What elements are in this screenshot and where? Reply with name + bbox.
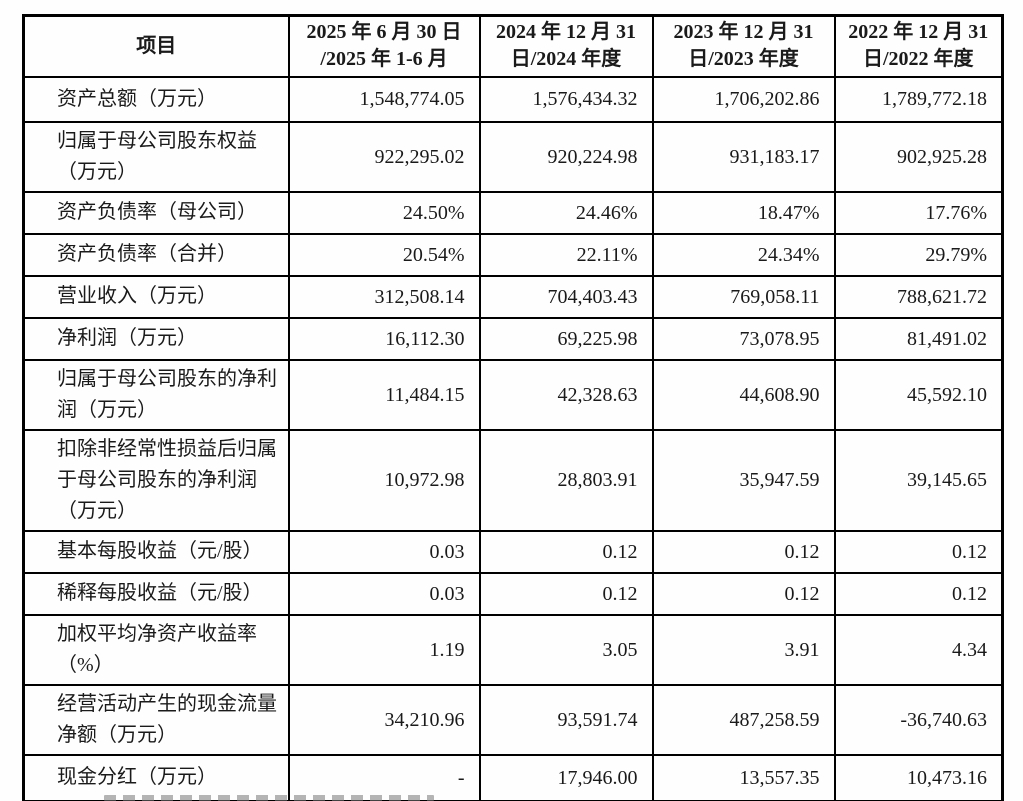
value-cell: 20.54% (287, 232, 481, 277)
value-cell: 29.79% (833, 232, 1004, 277)
header-line-1: 2022 年 12 月 31 (848, 21, 989, 44)
value-cell: 16,112.30 (287, 316, 481, 361)
row-label: 资产总额（万元） (22, 75, 290, 123)
value-cell: 24.34% (651, 232, 836, 277)
row-label: 资产负债率（合并） (22, 232, 290, 277)
table-row: 归属于母公司股东的净利润（万元） 11,484.15 42,328.63 44,608… (22, 358, 1004, 431)
header-row: 项目 2025 年 6 月 30 日/2025 年 1-6 月 2024 年 12… (22, 14, 1004, 78)
value-cell: 34,210.96 (287, 683, 481, 756)
value-cell: 0.12 (651, 571, 836, 616)
column-header-period: 2022 年 12 月 31 日/2022 年度 (833, 14, 1004, 78)
value-cell: 0.12 (833, 529, 1004, 574)
value-cell: 10,972.98 (287, 428, 481, 532)
value-cell: 11,484.15 (287, 358, 481, 431)
value-cell: 93,591.74 (478, 683, 654, 756)
value-cell: 18.47% (651, 190, 836, 235)
value-cell: 0.12 (478, 529, 654, 574)
table-row: 加权平均净资产收益率（%） 1.19 3.05 3.91 4.34 (22, 613, 1004, 686)
value-cell: 35,947.59 (651, 428, 836, 532)
value-cell: 4.34 (833, 613, 1004, 686)
value-cell: 17,946.00 (478, 753, 654, 801)
row-label: 加权平均净资产收益率（%） (22, 613, 290, 686)
table-row: 归属于母公司股东权益（万元） 922,295.02 920,224.98 931,18… (22, 120, 1004, 193)
column-header-item: 项目 (22, 14, 290, 78)
value-cell: 0.12 (651, 529, 836, 574)
row-label: 净利润（万元） (22, 316, 290, 361)
value-cell: 69,225.98 (478, 316, 654, 361)
value-cell: 0.12 (478, 571, 654, 616)
value-cell: 3.91 (651, 613, 836, 686)
value-cell: 13,557.35 (651, 753, 836, 801)
financial-summary-table: 项目 2025 年 6 月 30 日/2025 年 1-6 月 2024 年 12… (22, 14, 1004, 801)
row-label: 资产负债率（母公司） (22, 190, 290, 235)
value-cell: 28,803.91 (478, 428, 654, 532)
value-cell: 704,403.43 (478, 274, 654, 319)
value-cell: 0.03 (287, 571, 481, 616)
value-cell: 17.76% (833, 190, 1004, 235)
column-header-period: 2025 年 6 月 30 日/2025 年 1-6 月 (287, 14, 481, 78)
value-cell: 1,548,774.05 (287, 75, 481, 123)
row-label: 经营活动产生的现金流量净额（万元） (22, 683, 290, 756)
value-cell: 487,258.59 (651, 683, 836, 756)
table-row: 资产总额（万元） 1,548,774.05 1,576,434.32 1,706,20… (22, 75, 1004, 123)
value-cell: 1,706,202.86 (651, 75, 836, 123)
value-cell: 788,621.72 (833, 274, 1004, 319)
column-header-period: 2024 年 12 月 31 日/2024 年度 (478, 14, 654, 78)
header-line-2: 日/2023 年度 (688, 48, 799, 71)
value-cell: -36,740.63 (833, 683, 1004, 756)
value-cell: 44,608.90 (651, 358, 836, 431)
table-row: 资产负债率（合并） 20.54% 22.11% 24.34% 29.79% (22, 232, 1004, 277)
value-cell: 0.12 (833, 571, 1004, 616)
value-cell: - (287, 753, 481, 801)
header-line-2: /2025 年 1-6 月 (320, 48, 448, 71)
truncated-caption-fragment (104, 795, 434, 801)
value-cell: 22.11% (478, 232, 654, 277)
value-cell: 920,224.98 (478, 120, 654, 193)
row-label: 基本每股收益（元/股） (22, 529, 290, 574)
row-label: 归属于母公司股东权益（万元） (22, 120, 290, 193)
table-row: 扣除非经常性损益后归属于母公司股东的净利润（万元） 10,972.98 28,803… (22, 428, 1004, 532)
column-header-period: 2023 年 12 月 31 日/2023 年度 (651, 14, 836, 78)
value-cell: 0.03 (287, 529, 481, 574)
value-cell: 1,576,434.32 (478, 75, 654, 123)
header-line-1: 2024 年 12 月 31 (496, 21, 636, 44)
value-cell: 902,925.28 (833, 120, 1004, 193)
value-cell: 931,183.17 (651, 120, 836, 193)
table-row: 营业收入（万元） 312,508.14 704,403.43 769,058.11 78… (22, 274, 1004, 319)
header-line-1: 2023 年 12 月 31 (673, 21, 814, 44)
table-row: 现金分红（万元） -17,946.00 13,557.35 10,473.16 (22, 753, 1004, 801)
value-cell: 1,789,772.18 (833, 75, 1004, 123)
value-cell: 45,592.10 (833, 358, 1004, 431)
table-row: 净利润（万元） 16,112.30 69,225.98 73,078.95 81,491… (22, 316, 1004, 361)
value-cell: 922,295.02 (287, 120, 481, 193)
value-cell: 42,328.63 (478, 358, 654, 431)
table-row: 资产负债率（母公司） 24.50% 24.46% 18.47% 17.76% (22, 190, 1004, 235)
value-cell: 769,058.11 (651, 274, 836, 319)
table-row: 基本每股收益（元/股） 0.03 0.12 0.12 0.12 (22, 529, 1004, 574)
table-row: 经营活动产生的现金流量净额（万元） 34,210.96 93,591.74 487,2… (22, 683, 1004, 756)
header-line-2: 日/2022 年度 (862, 48, 974, 71)
value-cell: 312,508.14 (287, 274, 481, 319)
value-cell: 24.50% (287, 190, 481, 235)
value-cell: 3.05 (478, 613, 654, 686)
table-row: 稀释每股收益（元/股） 0.03 0.12 0.12 0.12 (22, 571, 1004, 616)
row-label: 营业收入（万元） (22, 274, 290, 319)
table-body: 资产总额（万元） 1,548,774.05 1,576,434.32 1,706,20… (22, 75, 1004, 801)
value-cell: 81,491.02 (833, 316, 1004, 361)
row-label: 稀释每股收益（元/股） (22, 571, 290, 616)
value-cell: 39,145.65 (833, 428, 1004, 532)
row-label: 现金分红（万元） (22, 753, 290, 801)
value-cell: 24.46% (478, 190, 654, 235)
header-line-1: 2025 年 6 月 30 日 (306, 21, 462, 44)
value-cell: 1.19 (287, 613, 481, 686)
value-cell: 10,473.16 (833, 753, 1004, 801)
header-line-2: 日/2024 年度 (510, 48, 622, 71)
row-label: 扣除非经常性损益后归属于母公司股东的净利润（万元） (22, 428, 290, 532)
value-cell: 73,078.95 (651, 316, 836, 361)
row-label: 归属于母公司股东的净利润（万元） (22, 358, 290, 431)
